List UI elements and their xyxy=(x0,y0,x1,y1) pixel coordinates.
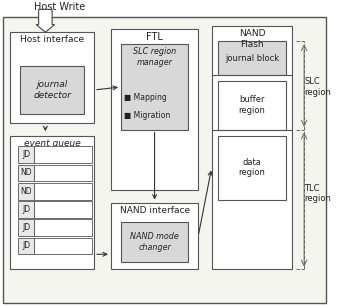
Text: Host interface: Host interface xyxy=(20,35,84,44)
Text: ND: ND xyxy=(20,168,32,177)
FancyBboxPatch shape xyxy=(20,66,84,114)
Text: ND: ND xyxy=(20,187,32,196)
Text: JD: JD xyxy=(22,241,30,250)
Text: data
region: data region xyxy=(239,158,265,177)
FancyBboxPatch shape xyxy=(10,32,94,123)
FancyBboxPatch shape xyxy=(19,201,33,218)
Text: journal block: journal block xyxy=(225,54,279,62)
FancyBboxPatch shape xyxy=(33,219,92,236)
Text: buffer
region: buffer region xyxy=(239,95,265,115)
FancyBboxPatch shape xyxy=(19,146,33,163)
Text: JD: JD xyxy=(22,223,30,232)
FancyBboxPatch shape xyxy=(33,237,92,254)
Text: JD: JD xyxy=(22,205,30,214)
FancyBboxPatch shape xyxy=(19,237,33,254)
Text: NAND
Flash: NAND Flash xyxy=(239,29,265,49)
Text: event queue: event queue xyxy=(24,139,80,148)
FancyBboxPatch shape xyxy=(19,183,33,200)
FancyBboxPatch shape xyxy=(33,201,92,218)
Text: SLC
region: SLC region xyxy=(304,77,331,97)
FancyBboxPatch shape xyxy=(218,41,286,75)
Text: ■ Migration: ■ Migration xyxy=(124,111,171,120)
FancyBboxPatch shape xyxy=(19,219,33,236)
FancyBboxPatch shape xyxy=(111,29,198,190)
FancyBboxPatch shape xyxy=(212,26,292,270)
Text: FTL: FTL xyxy=(146,32,163,42)
FancyBboxPatch shape xyxy=(218,81,286,129)
Text: journal
detector: journal detector xyxy=(33,80,71,100)
FancyBboxPatch shape xyxy=(3,17,326,303)
FancyBboxPatch shape xyxy=(121,44,188,129)
Text: Host Write: Host Write xyxy=(33,2,85,13)
Text: ■ Mapping: ■ Mapping xyxy=(124,93,167,102)
FancyBboxPatch shape xyxy=(111,203,198,270)
FancyBboxPatch shape xyxy=(218,136,286,200)
FancyBboxPatch shape xyxy=(33,165,92,181)
Text: TLC
region: TLC region xyxy=(304,184,331,203)
FancyBboxPatch shape xyxy=(121,222,188,262)
FancyBboxPatch shape xyxy=(33,183,92,200)
FancyBboxPatch shape xyxy=(33,146,92,163)
Text: NAND mode
changer: NAND mode changer xyxy=(130,233,179,252)
Text: JD: JD xyxy=(22,150,30,159)
FancyArrow shape xyxy=(36,9,55,32)
Text: SLC region
manager: SLC region manager xyxy=(133,47,176,67)
FancyBboxPatch shape xyxy=(19,165,33,181)
FancyBboxPatch shape xyxy=(10,136,94,270)
Text: NAND interface: NAND interface xyxy=(120,206,190,215)
